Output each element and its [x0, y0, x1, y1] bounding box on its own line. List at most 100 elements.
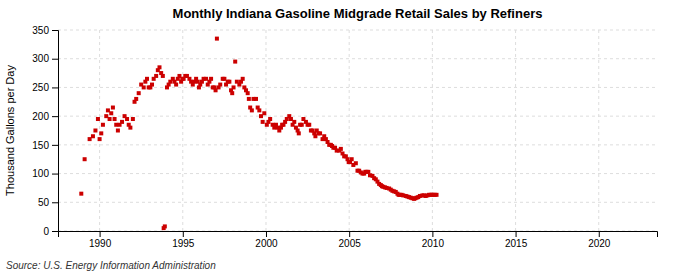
- point: [99, 131, 103, 135]
- point: [116, 129, 120, 133]
- tick-mark: [52, 30, 58, 31]
- tick-label: 350: [32, 25, 49, 36]
- point: [257, 108, 261, 112]
- point: [230, 91, 234, 95]
- tick-mark: [52, 145, 58, 146]
- point: [163, 224, 167, 228]
- tick-label: 2010: [422, 238, 445, 249]
- point: [98, 137, 102, 141]
- tick: 2005: [339, 231, 362, 249]
- grid-line: [182, 30, 183, 231]
- point: [300, 123, 304, 127]
- tick-label: 2000: [255, 238, 278, 249]
- tick: 2015: [505, 231, 528, 249]
- grid-line: [349, 30, 350, 231]
- tick: 2010: [422, 231, 445, 249]
- grid-line: [598, 30, 599, 231]
- tick-label: 200: [32, 111, 49, 122]
- point: [261, 120, 265, 124]
- tick-mark: [52, 174, 58, 175]
- tick: 100: [32, 168, 58, 179]
- tick-label: 1990: [89, 238, 112, 249]
- grid: [58, 30, 657, 231]
- point: [292, 120, 296, 124]
- plot-area: 1990 1995 2000 2005 2010 2015 2020 0 50 100 150 200…: [32, 25, 657, 249]
- grid-line: [58, 30, 657, 31]
- point: [137, 91, 141, 95]
- tick-mark: [432, 231, 433, 237]
- point: [96, 117, 100, 121]
- annotation: Source: U.S. Energy Information Administ…: [6, 260, 216, 271]
- axis-line: [52, 31, 59, 232]
- point: [157, 65, 161, 69]
- point: [174, 83, 178, 87]
- tick-mark: [349, 231, 350, 237]
- tick: 350: [32, 25, 58, 36]
- tick: 150: [32, 140, 58, 151]
- title: Monthly Indiana Gasoline Midgrade Retail…: [173, 6, 543, 21]
- point: [233, 60, 237, 64]
- point: [134, 97, 138, 101]
- point: [154, 74, 158, 78]
- tick-mark: [266, 231, 267, 237]
- point: [120, 120, 124, 124]
- point: [318, 131, 322, 135]
- point: [435, 193, 439, 197]
- point: [209, 77, 213, 81]
- point: [241, 77, 245, 81]
- tick-label: 150: [32, 140, 49, 151]
- grid-line: [265, 30, 266, 231]
- point: [354, 161, 358, 165]
- point: [215, 37, 219, 41]
- point: [79, 192, 83, 196]
- tick-label: 0: [43, 226, 49, 237]
- point: [218, 83, 222, 87]
- y-axis-title: Thousand Gallons per Day: [4, 65, 16, 196]
- axis-line: [59, 232, 658, 238]
- point: [307, 123, 311, 127]
- point: [101, 123, 105, 127]
- tick-mark: [52, 59, 58, 60]
- point: [262, 111, 266, 115]
- tick-label: 300: [32, 53, 49, 64]
- point: [142, 85, 146, 89]
- grid-line: [99, 30, 100, 231]
- tick: 50: [38, 197, 58, 208]
- grid-line: [58, 144, 657, 145]
- point: [128, 126, 132, 130]
- tick: 200: [32, 111, 58, 122]
- tick-mark: [52, 202, 58, 203]
- tick-mark: [52, 116, 58, 117]
- tick: 250: [32, 82, 58, 93]
- point: [108, 117, 112, 121]
- tick-mark: [100, 231, 101, 237]
- point: [232, 85, 236, 89]
- point: [91, 134, 95, 138]
- point: [250, 108, 254, 112]
- point: [145, 77, 149, 81]
- point: [247, 97, 251, 101]
- tick-label: 50: [38, 197, 50, 208]
- point: [339, 147, 343, 151]
- point: [161, 74, 165, 78]
- grid-line: [58, 173, 657, 174]
- point: [83, 157, 87, 161]
- x-axis: 1990 1995 2000 2005 2010 2015 2020: [59, 231, 658, 249]
- grid-line: [432, 30, 433, 231]
- tick: 300: [32, 53, 58, 64]
- chart: 1990 1995 2000 2005 2010 2015 2020 0 50 100 150 200…: [0, 0, 675, 275]
- tick: 1990: [89, 231, 112, 249]
- tick-label: 250: [32, 82, 49, 93]
- point: [227, 80, 231, 84]
- point: [93, 129, 97, 133]
- tick: 2020: [588, 231, 611, 249]
- y-axis: 0 50 100 150 200 250 300 350: [32, 25, 58, 237]
- tick-label: 1995: [172, 238, 195, 249]
- point: [297, 131, 301, 135]
- point: [150, 83, 154, 87]
- tick-mark: [52, 231, 58, 232]
- point: [246, 91, 250, 95]
- point: [113, 117, 117, 121]
- points: [79, 37, 438, 231]
- point: [111, 106, 115, 110]
